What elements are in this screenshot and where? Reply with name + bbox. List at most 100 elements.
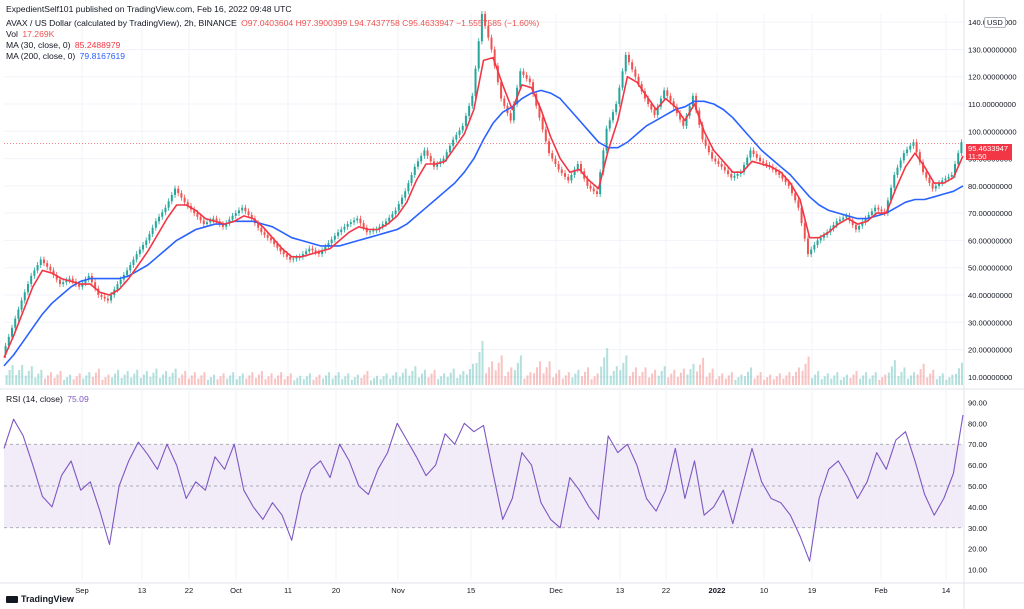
candle-body [257,223,260,228]
volume-bar [715,379,718,385]
candle-body [922,162,925,173]
candle-body [832,224,835,229]
candle-body [285,254,288,257]
volume-bar [46,375,49,385]
candle-body [950,174,953,177]
volume-bar [705,376,708,385]
currency-button[interactable]: USD [984,17,1006,28]
candle-body [752,150,755,155]
candle-body [781,174,784,179]
candle-body [212,218,215,221]
candle-body [321,250,324,255]
volume-bar [542,373,545,385]
volume-bar [456,378,459,385]
volume-bar [379,379,382,385]
volume-bar [117,369,120,385]
volume-bar [251,372,254,385]
price-tick-label: 60.00000000 [968,236,1012,245]
candle-body [573,169,576,175]
candle-body [567,176,570,181]
volume-bar [197,378,200,385]
volume-bar [159,378,162,385]
volume-bar [567,372,570,385]
candle-body [464,115,467,126]
volume-bar [232,372,235,385]
volume-bar [478,352,481,385]
volume-bar [814,374,817,385]
volume-bar [887,372,890,385]
candle-body [656,106,659,115]
price-tick-label: 40.00000000 [968,291,1012,300]
candle-body [62,282,65,285]
candle-body [602,150,605,173]
candle-body [106,298,109,301]
ma200-value: 79.8167619 [79,51,126,61]
candle-body [116,284,119,290]
volume-bar [286,376,289,385]
candle-body [874,207,877,212]
volume-bar [759,372,762,385]
candle-body [250,214,253,219]
candle-body [413,166,416,175]
candle-body [199,216,202,221]
volume-bar [878,379,881,385]
time-tick-label: 13 [138,586,146,595]
time-tick-label: 14 [942,586,950,595]
candle-body [813,244,816,250]
volume-bar [740,374,743,385]
candle-body [314,250,317,253]
candle-body [909,145,912,150]
tradingview-logo-icon [6,595,18,603]
volume-bar [868,378,871,385]
candle-body [631,62,634,70]
candle-body [186,202,189,206]
volume-bar [328,372,331,385]
candle-body [196,213,199,217]
volume-bar [654,369,657,385]
candle-body [289,256,292,260]
candle-body [896,167,899,175]
last-price-box: 95.4633947 11:50 [966,144,1012,161]
rsi-value: 75.09 [67,394,89,404]
candle-body [282,251,285,255]
candle-body [30,275,33,285]
volume-bar [561,378,564,385]
candle-body [448,145,451,153]
candle-body [42,259,45,264]
price-tick-label: 30.00000000 [968,318,1012,327]
candle-body [669,95,672,102]
candle-body [407,183,410,192]
candle-body [333,235,336,240]
candle-body [81,283,84,287]
ohlc-values: O97.0403604 H97.3900399 L94.7437758 C95.… [241,18,540,28]
volume-bar [897,376,900,385]
volume-bar [123,374,126,385]
candle-body [682,119,685,126]
volume-bar [66,377,69,385]
volume-bar [603,357,606,385]
volume-bar [226,378,229,385]
publisher-line: ExpedientSelf101 published on TradingVie… [6,4,292,14]
symbol-header: AVAX / US Dollar (calculated by TradingV… [6,18,539,28]
volume-bar [56,374,59,385]
candle-body [886,200,889,214]
volume-bar [651,373,654,385]
tradingview-logo[interactable]: TradingView [6,594,74,604]
candle-body [727,170,730,175]
volume-bar [634,367,637,385]
candle-body [126,270,129,275]
candle-body [720,164,723,167]
candle-body [659,98,662,107]
rsi-tick-label: 90.00 [968,398,987,407]
candle-body [899,160,902,168]
volume-bar [398,376,401,385]
volume-bar [376,375,379,385]
volume-bar [641,371,644,385]
candle-body [548,141,551,154]
candle-body [477,41,480,69]
volume-bar [862,375,865,385]
volume-bar [111,377,114,385]
candle-body [564,173,567,177]
volume-bar [801,370,804,385]
candle-body [695,95,698,111]
